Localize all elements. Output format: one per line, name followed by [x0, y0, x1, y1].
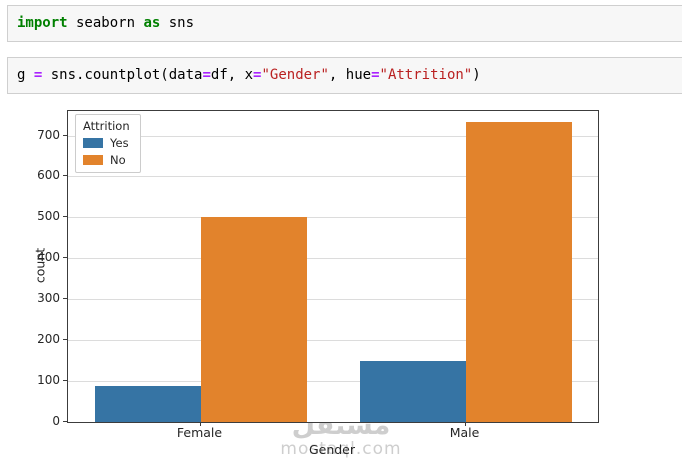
y-tick-mark — [63, 339, 67, 341]
code-token: "Attrition" — [379, 67, 473, 83]
y-tick-label: 500 — [37, 209, 60, 224]
y-tick-mark — [63, 421, 67, 422]
countplot-figure: count Gender Attrition Yes No مستقل mosta… — [0, 100, 682, 466]
bar-female-yes — [94, 386, 201, 422]
y-tick-label: 100 — [37, 373, 60, 388]
gridline — [68, 258, 598, 260]
code-token: df, x — [210, 67, 254, 83]
y-tick-label: 300 — [37, 291, 60, 306]
code-token: = — [33, 67, 43, 83]
code-token: = — [202, 67, 211, 83]
plot-area — [67, 110, 599, 423]
y-tick-label: 200 — [37, 332, 60, 347]
code-token: sns — [160, 15, 195, 31]
legend-title: Attrition — [83, 119, 130, 133]
code-line-countplot: g = sns.countplot(data=df, x="Gender", h… — [8, 58, 682, 94]
code-cell-import[interactable]: import seaborn as sns — [7, 5, 682, 42]
legend-swatch-no — [83, 155, 103, 165]
code-cell-countplot[interactable]: g = sns.countplot(data=df, x="Gender", h… — [7, 57, 682, 94]
gridline — [68, 340, 598, 342]
code-line-import: import seaborn as sns — [8, 6, 682, 42]
code-token: g — [17, 67, 34, 83]
y-tick-label: 400 — [37, 250, 60, 265]
y-tick-mark — [63, 257, 67, 259]
legend-swatch-yes — [83, 138, 103, 148]
gridline — [68, 381, 598, 383]
code-token: "Gender" — [261, 67, 329, 83]
gridline — [68, 217, 598, 219]
y-tick-mark — [63, 134, 67, 136]
code-token: = — [371, 67, 380, 83]
x-tick-label-female: Female — [176, 425, 223, 440]
y-tick-label: 0 — [52, 414, 60, 428]
legend-entry-yes: Yes — [83, 136, 130, 150]
x-tick-label-male: Male — [449, 425, 480, 440]
legend-label: Yes — [110, 136, 129, 150]
legend-entries: Yes No — [83, 136, 130, 167]
gridline — [68, 299, 598, 301]
x-tick-mark — [199, 422, 201, 426]
y-tick-mark — [63, 380, 67, 382]
code-token: seaborn — [67, 15, 144, 31]
bar-female-no — [200, 216, 307, 422]
y-tick-mark — [63, 298, 67, 300]
gridline — [68, 135, 598, 137]
y-tick-mark — [63, 175, 67, 177]
y-axis-label: count — [32, 247, 48, 284]
legend: Attrition Yes No — [75, 114, 141, 173]
code-token: , hue — [328, 67, 372, 83]
y-tick-label: 700 — [37, 127, 60, 142]
code-token: ) — [472, 67, 481, 83]
legend-label: No — [110, 153, 126, 167]
bar-male-yes — [359, 360, 466, 422]
bar-male-no — [465, 122, 572, 422]
code-token: = — [253, 67, 262, 83]
gridline — [68, 176, 598, 178]
x-tick-mark — [464, 422, 466, 426]
y-tick-label: 600 — [37, 168, 60, 183]
code-token: sns.countplot(data — [42, 67, 203, 83]
code-token: as — [143, 15, 161, 31]
code-token: import — [17, 15, 68, 31]
x-axis-label: Gender — [308, 442, 356, 457]
y-tick-mark — [63, 216, 67, 218]
legend-entry-no: No — [83, 153, 130, 167]
